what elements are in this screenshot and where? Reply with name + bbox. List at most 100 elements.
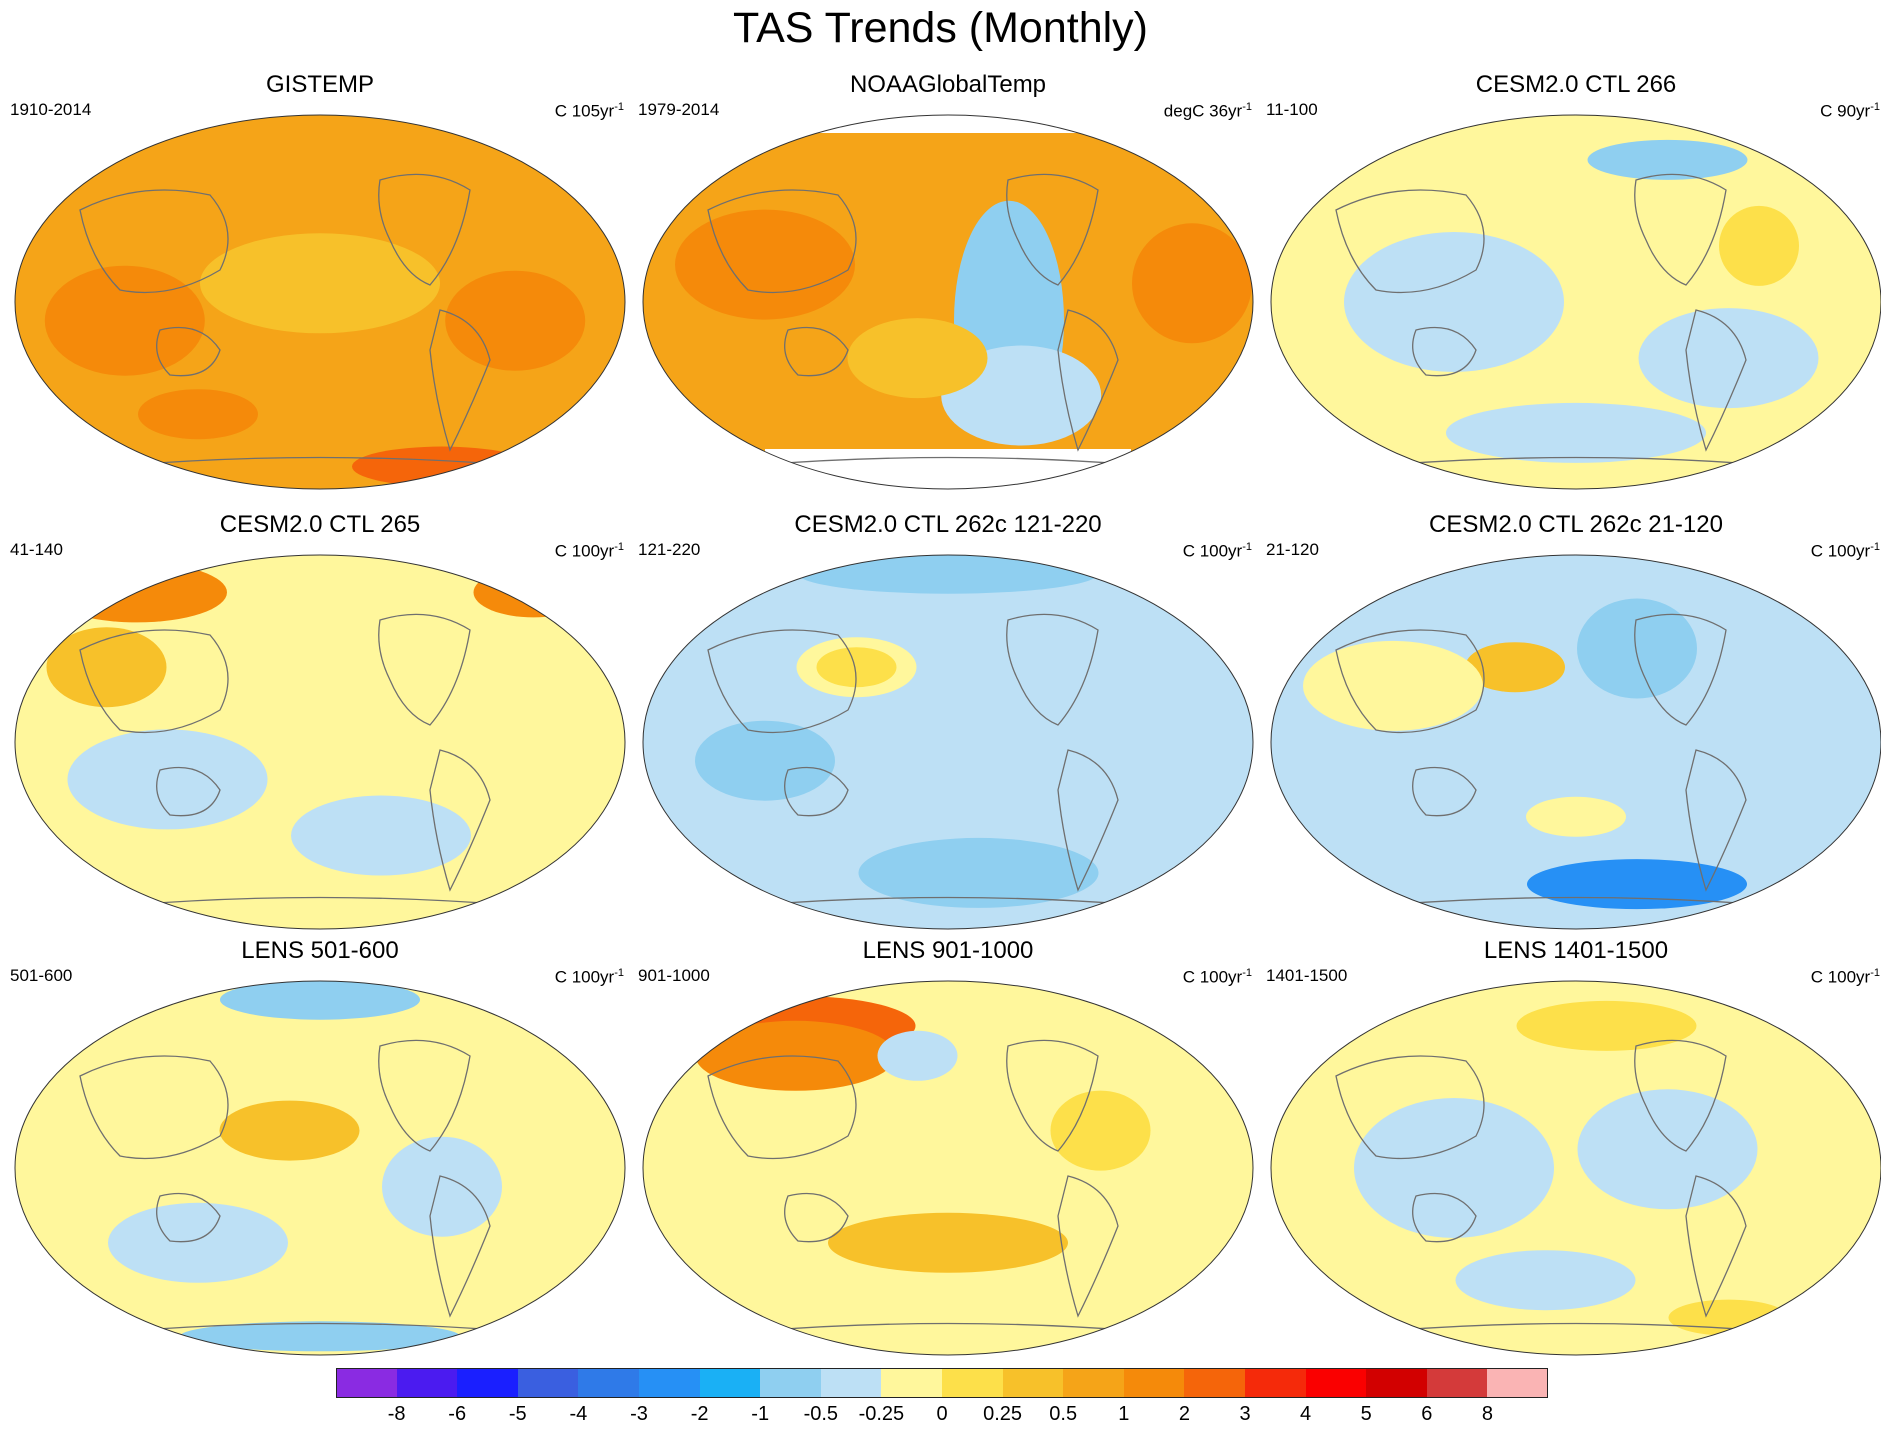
coastline bbox=[429, 1175, 491, 1318]
panel-title: CESM2.0 CTL 266 bbox=[1475, 71, 1677, 98]
coastline bbox=[1634, 1039, 1727, 1152]
unit-text: C 100yr bbox=[1810, 541, 1871, 561]
colorbar-swatch bbox=[1245, 1368, 1307, 1398]
map-border bbox=[642, 980, 1254, 1356]
colorbar-tick-label: 4 bbox=[1300, 1403, 1312, 1425]
anomaly-region bbox=[200, 233, 440, 334]
anomaly-region bbox=[675, 209, 855, 320]
coastline bbox=[1006, 613, 1099, 726]
colorbar-swatch bbox=[1002, 1368, 1064, 1398]
coastline bbox=[1385, 896, 1767, 906]
anomaly-region bbox=[220, 981, 420, 1020]
colorbar-swatch bbox=[457, 1368, 519, 1398]
anomaly-region bbox=[877, 1030, 958, 1081]
colorbar-tick-label: -0.25 bbox=[858, 1403, 905, 1425]
unit-exponent: -1 bbox=[614, 967, 624, 979]
map-panel: NOAAGlobalTemp 1979-2014 degC 36yr-1 bbox=[638, 70, 1258, 495]
unit-label: C 90yr-1 bbox=[1820, 96, 1880, 123]
unit-text: C 90yr bbox=[1820, 101, 1871, 121]
colorbar-swatch bbox=[396, 1368, 458, 1398]
missing-data-region bbox=[765, 449, 1131, 489]
coastline bbox=[784, 326, 849, 377]
anomaly-region bbox=[1516, 1000, 1697, 1051]
period-label: 21-120 bbox=[1266, 540, 1319, 559]
colorbar-swatch bbox=[1063, 1368, 1125, 1398]
coastline bbox=[1057, 1175, 1119, 1318]
anomaly-region bbox=[828, 1212, 1068, 1273]
coastline bbox=[707, 1055, 857, 1160]
coastline bbox=[378, 1039, 471, 1152]
period-label: 1401-1500 bbox=[1266, 966, 1348, 985]
anomaly-region bbox=[1455, 1250, 1636, 1311]
period-label: 121-220 bbox=[638, 540, 701, 559]
unit-label: degC 36yr-1 bbox=[1164, 96, 1252, 123]
anomaly-region bbox=[798, 555, 1098, 594]
coastline bbox=[378, 613, 471, 726]
colorbar-swatch bbox=[578, 1368, 640, 1398]
panel-title: GISTEMP bbox=[265, 71, 374, 98]
unit-label: C 100yr-1 bbox=[1811, 962, 1880, 989]
colorbar-tick-label: -8 bbox=[387, 1403, 406, 1425]
unit-exponent: -1 bbox=[614, 541, 624, 553]
colorbar-swatch bbox=[1184, 1368, 1246, 1398]
coastline bbox=[129, 1322, 511, 1332]
map-border bbox=[642, 114, 1254, 490]
colorbar-swatch bbox=[336, 1368, 398, 1398]
colorbar-tick-label: -6 bbox=[448, 1403, 467, 1425]
panel-title: LENS 1401-1500 bbox=[1483, 937, 1669, 964]
colorbar-tick-label: 8 bbox=[1481, 1403, 1493, 1425]
colorbar-swatch bbox=[942, 1368, 1004, 1398]
map-border bbox=[14, 114, 626, 490]
anomaly-region bbox=[46, 627, 167, 708]
coastline bbox=[1634, 173, 1727, 286]
unit-text: C 100yr bbox=[1810, 967, 1871, 987]
map-panel: LENS 1401-1500 1401-1500 C 100yr-1 bbox=[1266, 936, 1881, 1361]
robinson-map bbox=[642, 114, 1254, 490]
anomaly-region bbox=[1354, 1098, 1554, 1238]
panel-title: CESM2.0 CTL 262c 121-220 bbox=[794, 511, 1102, 538]
period-label: 41-140 bbox=[10, 540, 63, 559]
coastline bbox=[1412, 1192, 1477, 1243]
unit-exponent: -1 bbox=[1242, 967, 1252, 979]
colorbar-swatch bbox=[1123, 1368, 1185, 1398]
robinson-map bbox=[642, 980, 1254, 1356]
map-panel: CESM2.0 CTL 265 41-140 C 100yr-1 bbox=[10, 510, 630, 935]
figure-title: TAS Trends (Monthly) bbox=[733, 4, 1148, 52]
unit-text: degC 36yr bbox=[1163, 101, 1243, 121]
anomaly-region bbox=[695, 720, 835, 801]
colorbar-tick-label: 0.25 bbox=[983, 1403, 1023, 1425]
unit-label: C 100yr-1 bbox=[555, 962, 624, 989]
colorbar-tick-label: 5 bbox=[1360, 1403, 1372, 1425]
coastline bbox=[1412, 326, 1477, 377]
coastline bbox=[1685, 749, 1747, 892]
coastline bbox=[757, 896, 1139, 906]
coastline bbox=[784, 766, 849, 817]
panel-title: LENS 901-1000 bbox=[862, 937, 1034, 964]
colorbar-swatch bbox=[881, 1368, 943, 1398]
coastline bbox=[1006, 1039, 1099, 1152]
coastline bbox=[79, 189, 229, 294]
map-border bbox=[642, 554, 1254, 930]
robinson-map bbox=[14, 980, 626, 1356]
anomaly-region bbox=[1446, 402, 1706, 463]
robinson-map bbox=[14, 114, 626, 490]
unit-exponent: -1 bbox=[1242, 541, 1252, 553]
anomaly-region bbox=[858, 837, 1099, 908]
anomaly-region bbox=[445, 270, 586, 371]
robinson-map bbox=[1270, 554, 1881, 930]
robinson-map bbox=[642, 554, 1254, 930]
anomaly-region bbox=[1719, 205, 1799, 286]
anomaly-region bbox=[219, 1100, 360, 1161]
coastline bbox=[1412, 766, 1477, 817]
colorbar-tick-label: -2 bbox=[690, 1403, 709, 1425]
map-border bbox=[1270, 554, 1881, 930]
coastline bbox=[429, 309, 491, 452]
anomaly-region bbox=[1303, 640, 1483, 731]
map-border bbox=[1270, 980, 1881, 1356]
map-field bbox=[15, 981, 625, 1355]
period-label: 1910-2014 bbox=[10, 100, 92, 119]
unit-text: C 100yr bbox=[554, 541, 615, 561]
coastline bbox=[156, 1192, 221, 1243]
colorbar-tick-label: 0 bbox=[936, 1403, 948, 1425]
anomaly-region bbox=[1638, 308, 1819, 409]
